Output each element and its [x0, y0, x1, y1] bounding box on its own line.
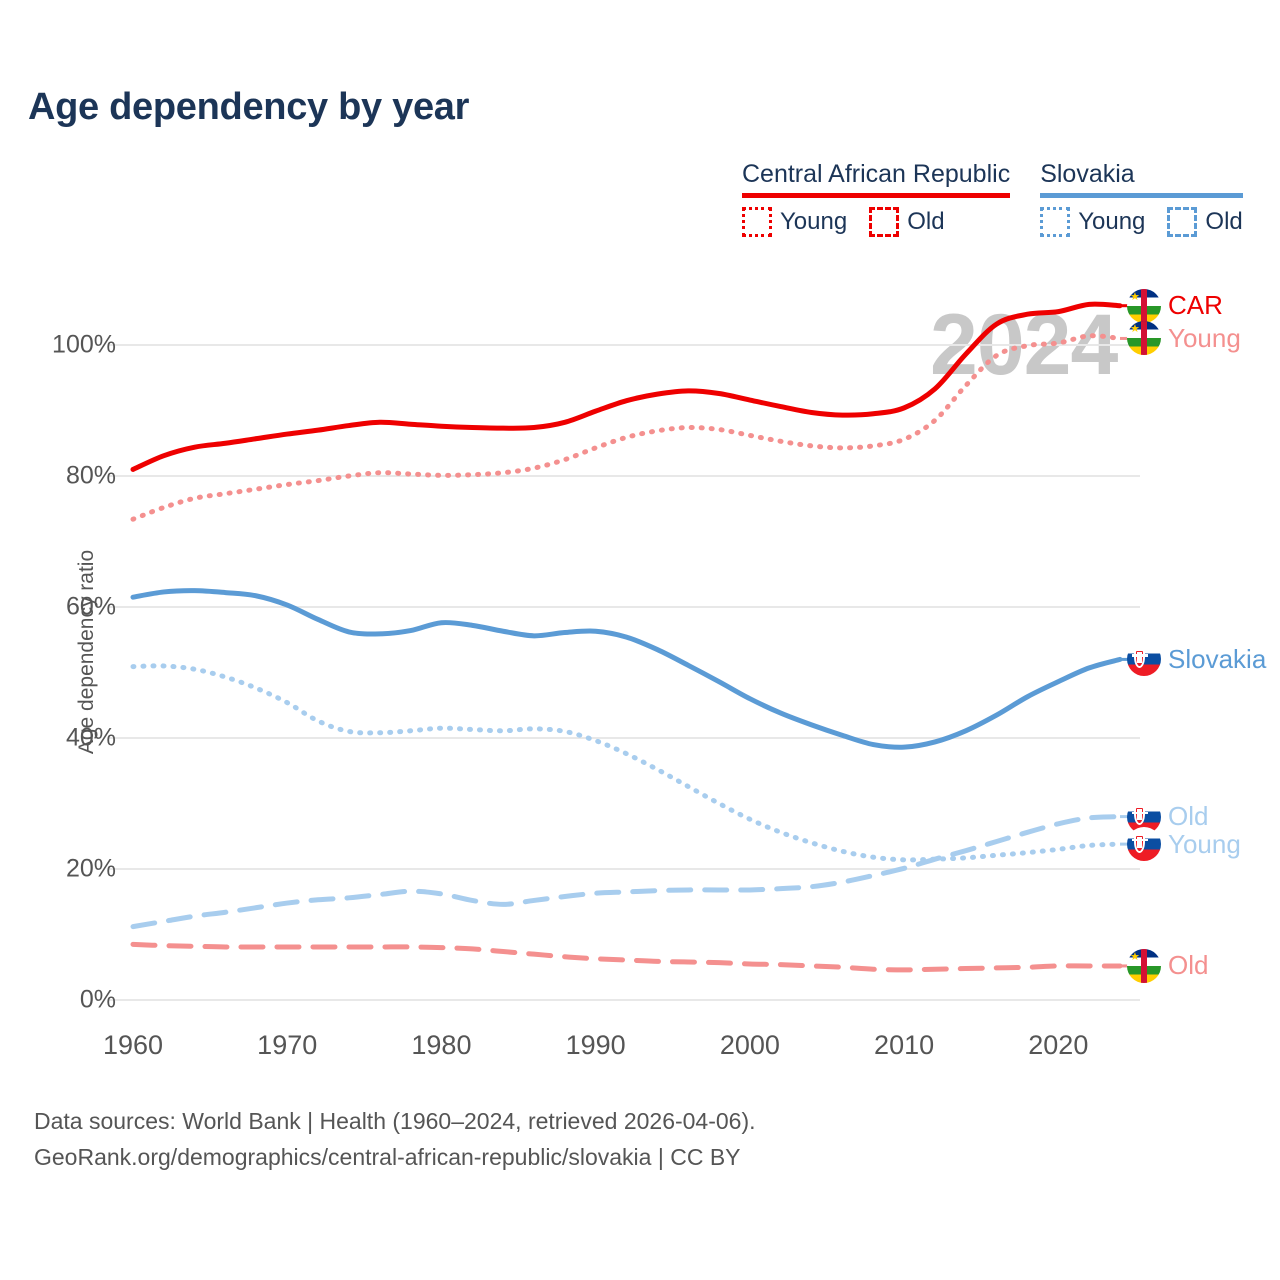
legend-swatch-dashed-red — [869, 207, 900, 237]
flag-slovakia-icon — [1127, 642, 1161, 677]
page-title: Age dependency by year — [28, 86, 470, 128]
series-end-label-text: Old — [1168, 801, 1209, 832]
double-cross-icon — [1132, 836, 1148, 848]
y-tick-label: 60% — [65, 592, 116, 621]
y-tick-label: 80% — [65, 461, 116, 490]
legend-label-slovakia-old: Old — [1205, 208, 1243, 235]
legend-rule-slovakia — [1040, 193, 1243, 198]
x-tick-label: 1970 — [257, 1030, 318, 1060]
series-end-label-text: CAR — [1168, 290, 1223, 321]
y-tick-label: 100% — [52, 330, 116, 359]
x-tick-label: 1990 — [565, 1030, 626, 1060]
flag-central-african-republic-icon — [1127, 948, 1161, 983]
flag-central-african-republic-icon — [1127, 321, 1161, 356]
legend-item-slovakia-old[interactable]: Old — [1167, 207, 1243, 237]
x-tick-label: 1980 — [411, 1030, 472, 1060]
double-cross-icon — [1132, 651, 1148, 663]
legend-label-car-old: Old — [907, 208, 945, 235]
y-tick-label: 20% — [65, 854, 116, 883]
footer-line-attribution: GeoRank.org/demographics/central-african… — [34, 1143, 741, 1170]
legend-rule-car — [742, 193, 1011, 198]
series-end-label[interactable]: Slovakia — [1127, 642, 1267, 677]
series-line-5 — [130, 814, 1123, 930]
gridlines — [108, 344, 1140, 1001]
series-end-label[interactable]: CAR — [1127, 288, 1223, 323]
legend-swatch-dotted-red — [742, 207, 772, 237]
chart-legend: Central African Republic Young Old Slova… — [742, 160, 1262, 237]
legend-country-car[interactable]: Central African Republic — [742, 160, 1011, 188]
series-line-2 — [130, 941, 1123, 973]
footer-line-sources: Data sources: World Bank | Health (1960–… — [34, 1108, 756, 1134]
legend-label-slovakia-young: Young — [1078, 208, 1146, 235]
legend-item-car-old[interactable]: Old — [869, 207, 945, 237]
series-end-label-text: Old — [1168, 950, 1209, 981]
series-line-3 — [130, 588, 1123, 750]
chart-footer: Data sources: World Bank | Health (1960–… — [34, 1104, 756, 1175]
series-line-4 — [130, 663, 1123, 863]
legend-label-car-young: Young — [780, 208, 848, 235]
flag-slovakia-icon — [1127, 827, 1161, 862]
x-tick-label: 2000 — [719, 1030, 780, 1060]
x-tick-label: 1960 — [102, 1030, 164, 1060]
legend-item-car-young[interactable]: Young — [742, 207, 847, 237]
double-cross-icon — [1132, 809, 1148, 820]
series-end-label[interactable]: Young — [1127, 827, 1241, 862]
legend-swatch-dotted-blue — [1040, 207, 1071, 237]
series-end-label-text: Young — [1168, 322, 1241, 353]
legend-group-car: Central African Republic Young Old — [742, 160, 1011, 237]
series-end-label-text: Young — [1168, 828, 1241, 859]
x-tick-label: 2010 — [874, 1030, 935, 1060]
y-tick-label: 40% — [65, 723, 116, 752]
legend-swatch-dashed-blue — [1167, 207, 1198, 237]
series-end-label[interactable]: Old — [1127, 948, 1209, 983]
y-tick-label: 0% — [79, 985, 116, 1014]
x-tick-label: 2020 — [1028, 1030, 1089, 1060]
legend-item-slovakia-young[interactable]: Young — [1040, 207, 1145, 237]
legend-country-slovakia[interactable]: Slovakia — [1040, 160, 1135, 188]
series-line-1 — [130, 333, 1123, 522]
flag-central-african-republic-icon — [1127, 288, 1161, 323]
legend-group-slovakia: Slovakia Young Old — [1040, 160, 1243, 237]
series-end-label[interactable]: Young — [1127, 321, 1241, 356]
series-end-label-text: Slovakia — [1168, 643, 1267, 674]
series-line-0 — [130, 301, 1123, 472]
